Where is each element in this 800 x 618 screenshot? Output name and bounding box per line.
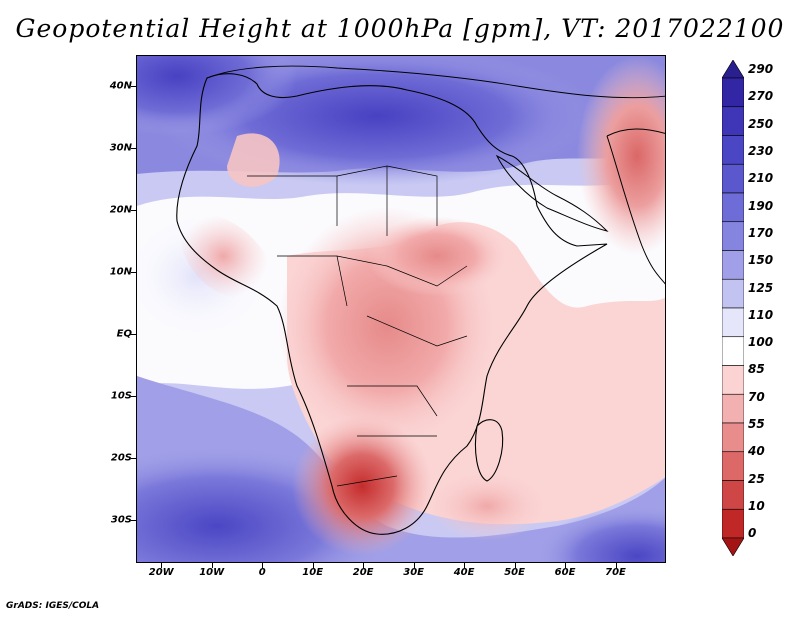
latitude-tick-mark — [131, 333, 136, 335]
field-madagascar-low — [427, 471, 547, 541]
latitude-tick-label: 20N — [109, 204, 132, 216]
field-south-indian-high — [537, 506, 665, 562]
longitude-tick-mark — [211, 563, 213, 568]
longitude-tick-label: 30E — [403, 567, 424, 578]
africa-coastline — [176, 73, 608, 535]
color-legend-swatch — [722, 77, 744, 108]
color-legend-swatch — [722, 365, 744, 395]
longitude-tick-mark — [565, 563, 567, 568]
field-atlantic-north — [137, 56, 297, 136]
latitude-tick-mark — [131, 519, 136, 521]
color-legend-swatch — [722, 480, 744, 510]
latitude-tick-mark — [131, 457, 136, 459]
color-legend-swatch — [722, 60, 744, 79]
color-legend-level: 170 — [748, 225, 774, 240]
longitude-tick-label: 20E — [352, 567, 374, 578]
longitude-tick-label: 20W — [148, 567, 174, 578]
color-legend-level: 290 — [748, 62, 774, 76]
longitude-tick-label: 70E — [605, 567, 626, 578]
country-borders — [247, 165, 468, 487]
latitude-tick-label: 10N — [109, 266, 132, 278]
longitude-tick-mark — [413, 563, 415, 568]
color-legend-level: 10 — [748, 499, 765, 514]
color-legend-level: 250 — [748, 116, 774, 131]
color-legend-level: 210 — [748, 171, 774, 186]
color-legend-level: 230 — [748, 143, 774, 158]
color-legend-swatch — [722, 250, 744, 280]
color-legend-level: 110 — [748, 307, 774, 322]
longitude-tick-mark — [262, 563, 264, 568]
color-legend-level: 0 — [748, 526, 757, 541]
field-kalahari-low — [292, 416, 432, 556]
color-legend-level: 270 — [748, 89, 774, 104]
latitude-tick-label: EQ — [116, 328, 132, 340]
field-sahel-low — [177, 213, 270, 299]
longitude-tick-mark — [514, 563, 516, 568]
color-legend-level: 100 — [748, 335, 774, 350]
latitude-tick-label: 30N — [109, 142, 132, 154]
longitude-tick-mark — [312, 563, 314, 568]
color-legend-level: 25 — [748, 471, 765, 486]
color-legend-swatch — [722, 163, 744, 194]
color-legend-swatch — [722, 336, 744, 366]
color-legend-level: 70 — [748, 389, 765, 404]
color-legend-level: 150 — [748, 253, 774, 268]
india-coastline — [606, 128, 665, 285]
color-legend-level: 85 — [748, 362, 765, 377]
madagascar-coastline — [474, 419, 504, 482]
color-legend-level: 125 — [748, 280, 774, 295]
longitude-tick-mark — [161, 563, 163, 568]
arabia-coastline — [495, 154, 609, 232]
color-legend-level: 55 — [748, 417, 765, 432]
color-legend-swatch — [722, 106, 744, 136]
color-legend-swatch — [722, 422, 744, 453]
longitude-tick-label: 60E — [554, 567, 576, 578]
map-title: Geopotential Height at 1000hPa [gpm], VT… — [15, 14, 785, 43]
latitude-tick-label: 20S — [110, 452, 132, 464]
field-sahara-low — [227, 133, 280, 187]
latitude-tick-mark — [131, 395, 136, 397]
height-field-map — [137, 56, 665, 562]
color-legend-swatch — [722, 135, 744, 165]
color-legend-swatch — [722, 451, 744, 481]
latitude-tick-mark — [131, 147, 136, 149]
color-legend-swatch — [722, 508, 744, 539]
color-legend-swatch — [722, 393, 744, 424]
latitude-tick-label: 40N — [109, 80, 132, 92]
europe-coastline — [206, 65, 665, 99]
latitude-tick-label: 10S — [110, 390, 132, 402]
map-panel — [136, 55, 666, 563]
longitude-tick-label: 10E — [302, 567, 324, 578]
color-legend-swatch — [722, 192, 744, 223]
longitude-tick-label: 10W — [199, 567, 225, 578]
latitude-tick-mark — [131, 85, 136, 87]
longitude-tick-label: 50E — [504, 567, 525, 578]
color-legend-swatch — [722, 278, 744, 309]
color-legend-swatch — [722, 221, 744, 251]
credit-text: GrADS: IGES/COLA — [6, 601, 100, 611]
color-legend-swatch — [722, 537, 744, 556]
longitude-tick-mark — [615, 563, 617, 568]
color-legend — [722, 60, 744, 556]
longitude-tick-label: 40E — [453, 567, 475, 578]
latitude-tick-label: 30S — [110, 514, 132, 526]
latitude-tick-mark — [131, 271, 136, 273]
field-sudan-low — [367, 216, 507, 296]
color-legend-swatch — [722, 307, 744, 338]
field-india-low — [577, 56, 665, 256]
longitude-tick-mark — [464, 563, 466, 568]
color-legend-level: 190 — [748, 198, 774, 213]
longitude-tick-label: 0 — [258, 567, 266, 578]
longitude-tick-mark — [363, 563, 365, 568]
latitude-tick-mark — [131, 209, 136, 211]
color-legend-level: 40 — [748, 444, 765, 459]
